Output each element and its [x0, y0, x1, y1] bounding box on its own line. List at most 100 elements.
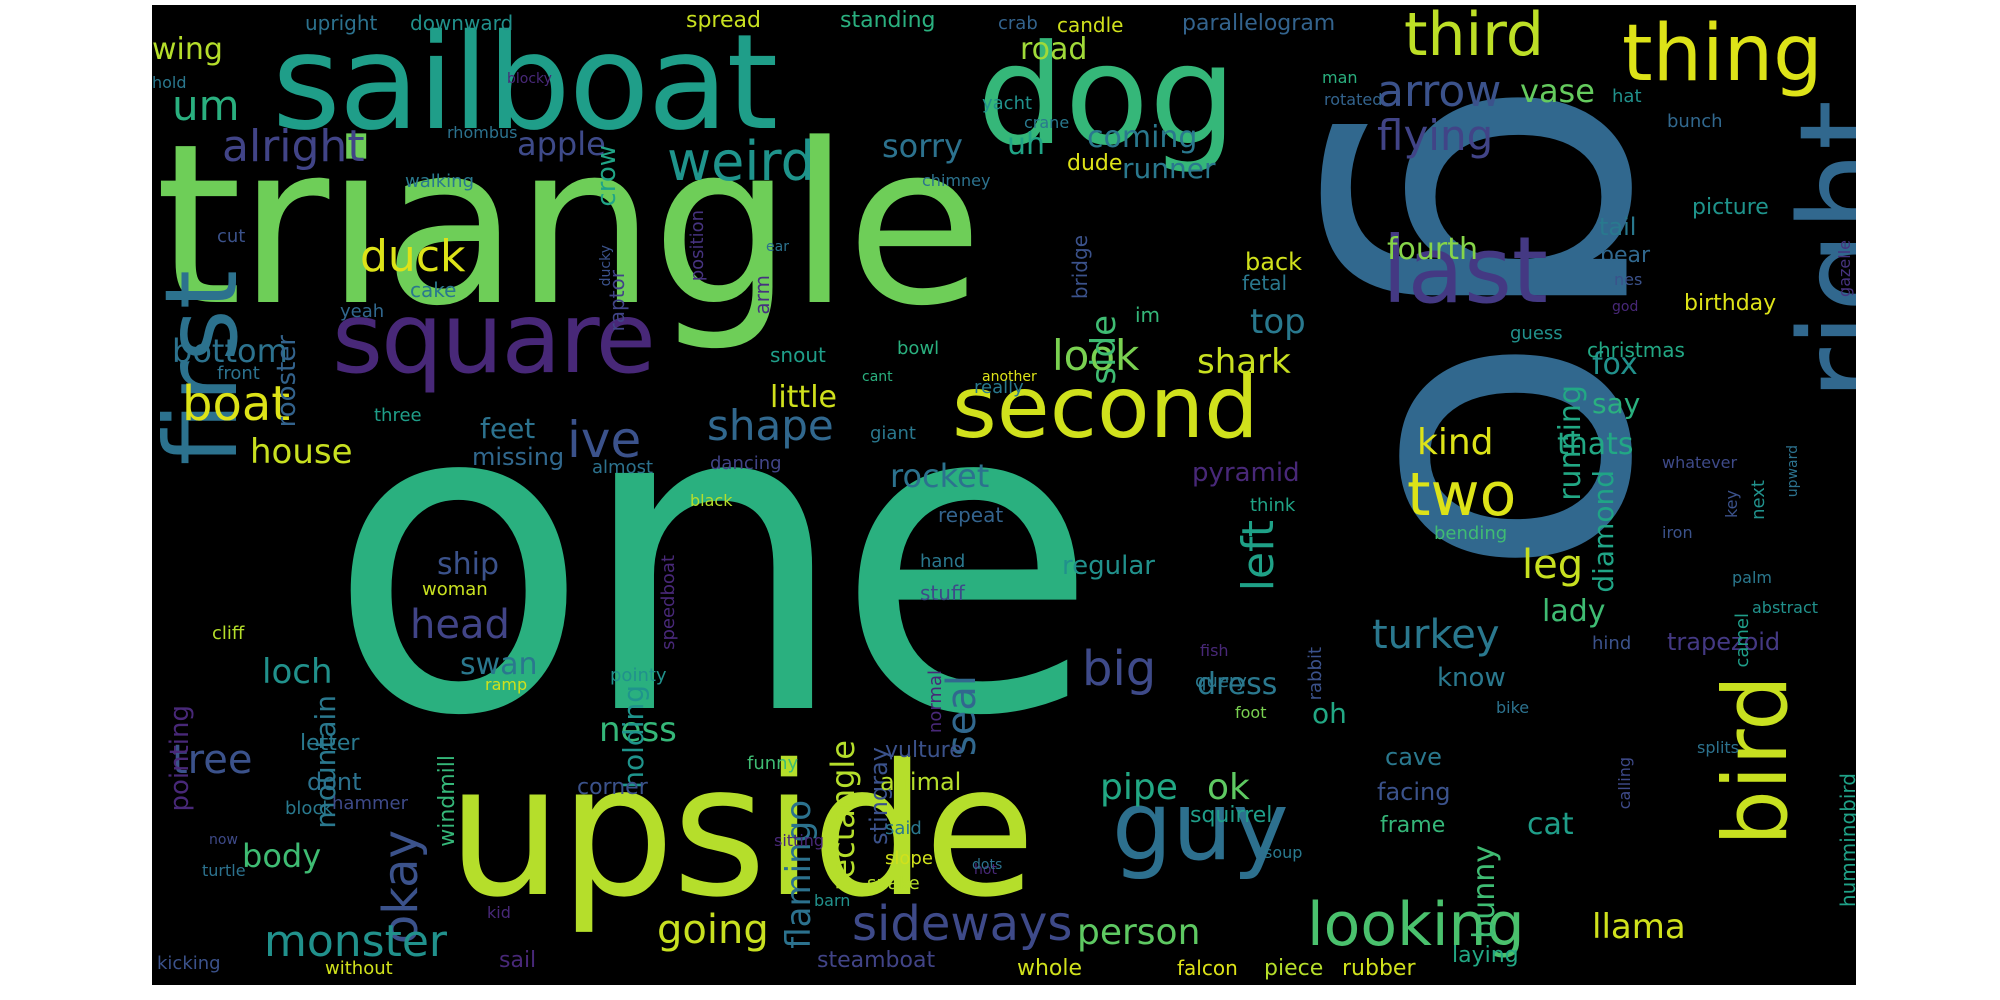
word: animal	[880, 768, 962, 796]
word: flamingo	[779, 800, 819, 949]
word: snout	[770, 343, 826, 367]
word: turkey	[1372, 612, 1500, 658]
word: hind	[1592, 633, 1632, 654]
word: giant	[870, 423, 916, 444]
word: sideways	[852, 896, 1073, 952]
word: without	[325, 958, 393, 979]
word: ship	[437, 547, 500, 582]
word: monster	[264, 916, 448, 967]
word: think	[1250, 495, 1296, 516]
word: piece	[1264, 956, 1324, 981]
word: crane	[1024, 113, 1070, 132]
word: letter	[300, 731, 360, 756]
word: cut	[217, 226, 246, 247]
word: person	[1077, 912, 1201, 953]
word: square	[332, 282, 656, 396]
word: walking	[405, 171, 475, 192]
word: dude	[1067, 151, 1123, 176]
word: almost	[592, 457, 654, 478]
word: bottom	[172, 332, 288, 370]
word: coming	[1087, 120, 1198, 155]
word: alright	[222, 121, 365, 172]
word: pointy	[610, 665, 667, 686]
word: arm	[750, 275, 774, 315]
word: sail	[499, 948, 537, 973]
word: facing	[1377, 778, 1451, 806]
word: uh	[1007, 127, 1046, 162]
word: second	[952, 358, 1259, 458]
word: trapezoid	[1667, 628, 1781, 656]
word: chimney	[922, 171, 991, 190]
word: fourth	[1387, 232, 1479, 267]
word: parallelogram	[1182, 11, 1336, 36]
word: front	[217, 363, 260, 384]
word: last	[1382, 217, 1548, 324]
word: two	[1407, 460, 1517, 530]
word: really	[974, 377, 1024, 398]
word: now	[209, 832, 238, 848]
word: bowl	[897, 338, 940, 359]
word: woman	[422, 579, 488, 600]
word: third	[1404, 5, 1544, 70]
word: pointing	[165, 705, 195, 812]
word: standing	[840, 8, 936, 33]
word: one	[327, 310, 1099, 810]
word: cliff	[212, 623, 245, 644]
word: tail	[1599, 213, 1637, 241]
word: cake	[410, 278, 457, 302]
word: say	[1592, 387, 1641, 420]
word: whole	[1017, 956, 1083, 981]
word: crow	[592, 145, 622, 207]
word: swan	[460, 647, 538, 682]
word: cat	[1527, 807, 1574, 842]
word: vase	[1520, 72, 1595, 110]
word: fish	[1200, 641, 1229, 660]
word: another	[982, 369, 1037, 385]
word: dog	[977, 15, 1237, 176]
word: rooster	[272, 335, 302, 428]
word: duck	[360, 231, 466, 282]
word: downward	[410, 11, 514, 35]
word: funny	[747, 753, 799, 774]
word: rectangle	[824, 740, 862, 892]
word: bike	[1496, 698, 1530, 717]
word: apple	[517, 125, 606, 163]
word: nes	[1614, 270, 1643, 289]
word: tree	[172, 737, 253, 783]
word: loch	[262, 652, 333, 692]
word: head	[410, 602, 510, 648]
word: little	[770, 380, 837, 415]
word: wing	[152, 32, 223, 67]
word: block	[285, 798, 333, 819]
word: regular	[1062, 551, 1155, 581]
word: feet	[480, 412, 536, 445]
word: upside	[447, 725, 1036, 937]
word: leg	[1522, 542, 1584, 588]
word: cave	[1385, 743, 1442, 771]
word: whatever	[1662, 453, 1738, 472]
word: kid	[487, 903, 511, 922]
word: look	[1052, 331, 1140, 380]
word: triangle	[155, 97, 983, 355]
word: calling	[1615, 757, 1634, 810]
word: boat	[182, 376, 291, 432]
word: thing	[1622, 9, 1823, 99]
word: foot	[1235, 703, 1267, 722]
word: arrow	[1377, 66, 1502, 117]
word: rotated	[1324, 90, 1383, 109]
word: kind	[1417, 422, 1494, 463]
word: yacht	[982, 93, 1033, 114]
word: next	[1748, 480, 1769, 520]
word: spread	[686, 8, 761, 33]
word: rubber	[1342, 956, 1416, 981]
word: runner	[1122, 152, 1216, 185]
word: bunny	[1467, 845, 1502, 939]
word: key	[1722, 490, 1741, 519]
word: birthday	[1684, 291, 1777, 316]
word: gazelle	[1835, 240, 1854, 297]
word: rocket	[890, 457, 990, 495]
word: flying	[1377, 111, 1494, 160]
word: ive	[567, 411, 642, 469]
word: laying	[1452, 943, 1519, 968]
word: slope	[885, 848, 933, 869]
